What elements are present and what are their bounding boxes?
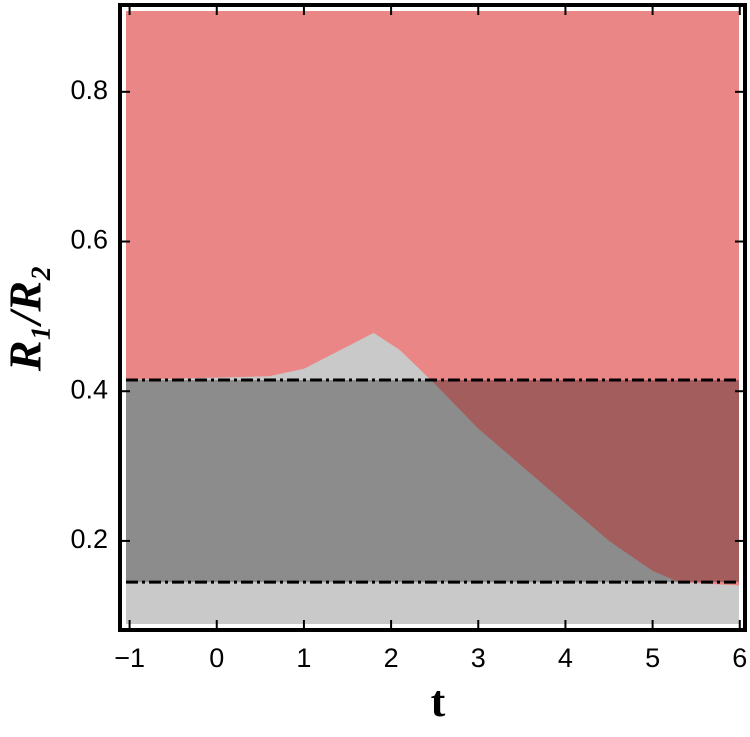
y-tick-label: 0.6 xyxy=(70,225,108,255)
x-tick-label: 2 xyxy=(384,643,399,673)
x-tick-label: −1 xyxy=(114,643,145,673)
x-tick-label: 3 xyxy=(471,643,486,673)
y-tick-label: 0.2 xyxy=(70,524,108,554)
band-shade xyxy=(126,380,739,583)
y-axis-label: R₁/R₂ xyxy=(0,265,51,372)
x-tick-label: 6 xyxy=(732,643,747,673)
plot-frame xyxy=(118,3,747,632)
x-tick-label: 0 xyxy=(209,643,224,673)
region-below xyxy=(126,332,739,624)
x-axis-label: t xyxy=(431,677,446,726)
y-tick-label: 0.4 xyxy=(70,374,108,404)
x-tick-label: 4 xyxy=(558,643,573,673)
x-tick-label: 1 xyxy=(296,643,311,673)
x-tick-label: 5 xyxy=(645,643,660,673)
y-tick-label: 0.8 xyxy=(70,75,108,105)
